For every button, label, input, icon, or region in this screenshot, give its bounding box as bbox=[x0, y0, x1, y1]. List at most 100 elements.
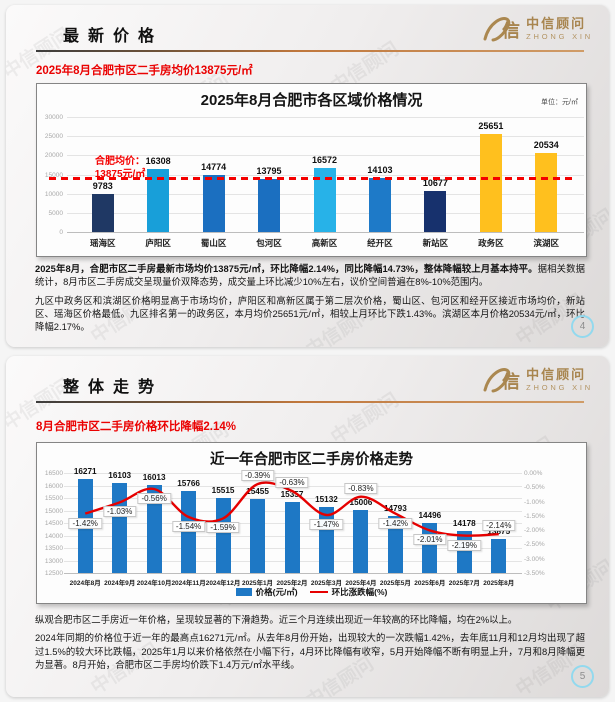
x-axis-line bbox=[67, 232, 584, 233]
left-axis-tick-label: 15000 bbox=[44, 507, 63, 515]
paragraph: 九区中政务区和滨湖区价格明显高于市场均价，庐阳区和高新区属于第二层次价格，蜀山区… bbox=[35, 294, 585, 333]
mom-change-legend-swatch bbox=[309, 590, 328, 594]
x-axis-category-label: 2024年9月 bbox=[104, 580, 136, 587]
x-axis-category-label: 新站区 bbox=[422, 238, 449, 248]
line-point-label: -0.83% bbox=[344, 482, 378, 494]
page-number: 5 bbox=[571, 665, 594, 688]
legend-item-mom-change: 环比涨跌幅(%) bbox=[309, 586, 388, 598]
line-point-label: -0.56% bbox=[137, 493, 171, 504]
average-price-line bbox=[49, 177, 576, 181]
y-axis-tick-label: 30000 bbox=[44, 114, 63, 121]
bar-value-label: 9783 bbox=[92, 181, 113, 192]
bar bbox=[318, 507, 334, 573]
right-axis-tick-label: -2.50% bbox=[524, 541, 545, 549]
brand-logo: 信 中信顾问 ZHONG XIN bbox=[481, 13, 593, 45]
bar-value-label: 10677 bbox=[422, 178, 448, 189]
x-axis-category-label: 2024年8月 bbox=[69, 580, 101, 587]
right-axis-tick-label: -1.00% bbox=[524, 498, 545, 506]
line-point-label: -1.42% bbox=[378, 517, 413, 529]
watermark: 中信顾问 bbox=[327, 389, 403, 449]
paragraph-rest: 据相关数据统计，8月市区二手房成交呈现量价双降态势，成交量上环比减少10%左右，… bbox=[35, 263, 585, 288]
x-axis-category-label: 2025年2月 bbox=[276, 580, 308, 587]
bar bbox=[422, 523, 438, 573]
x-axis-category-label: 2025年7月 bbox=[448, 580, 480, 587]
line-point-label: -1.59% bbox=[206, 522, 240, 534]
grid-line bbox=[67, 155, 584, 157]
slide-headline: 2025年8月合肥市区二手房均价13875元/㎡ bbox=[36, 65, 253, 77]
grid-line bbox=[67, 117, 584, 118]
right-axis-tick-label: 0.00% bbox=[524, 470, 543, 477]
brand-name: 中信顾问 bbox=[526, 16, 587, 32]
price-legend-swatch bbox=[235, 588, 252, 596]
slide-overall-trend: 中信顾问中信顾问中信顾问中信顾问中信顾问中信顾问中信顾问中信顾问中信顾问中信顾问… bbox=[6, 356, 609, 697]
bar bbox=[479, 133, 502, 232]
left-axis-tick-label: 13000 bbox=[44, 557, 63, 565]
brand-wordmark: 中信顾问 ZHONG XIN bbox=[526, 367, 593, 392]
x-axis-category-label: 2025年1月 bbox=[241, 580, 274, 587]
chart-unit-label: 单位：元/㎡ bbox=[541, 99, 578, 106]
right-axis-tick-label: -3.50% bbox=[524, 570, 545, 577]
y-axis-tick-label: 25000 bbox=[44, 133, 63, 141]
line-point-label: -2.14% bbox=[482, 520, 516, 532]
line-point-label: -1.03% bbox=[103, 506, 137, 518]
left-axis-tick-label: 15500 bbox=[44, 495, 63, 502]
paragraph: 纵观合肥市区二手房近一年价格，呈现较显著的下滑趋势。近三个月连续出现近一年较高的… bbox=[35, 614, 518, 625]
x-axis-category-label: 庐阳区 bbox=[145, 238, 171, 248]
left-axis-tick-label: 13500 bbox=[44, 545, 63, 552]
right-axis-tick-label: -2.00% bbox=[524, 527, 545, 535]
left-axis-tick-label: 14500 bbox=[44, 520, 63, 527]
line-point-label: -2.19% bbox=[447, 539, 481, 551]
x-axis-category-label: 经开区 bbox=[367, 238, 393, 248]
brand-logo: 信 中信顾问 ZHONG XIN bbox=[481, 364, 593, 396]
paragraph-bold-lead: 2025年8月，合肥市区二手房最新市场均价13875元/㎡，环比降幅2.14%，… bbox=[35, 263, 538, 274]
bar-value-label: 16103 bbox=[108, 470, 132, 480]
line-point-label: -1.54% bbox=[171, 521, 206, 532]
x-axis-category-label: 2024年12月 bbox=[205, 580, 241, 587]
right-axis-tick-label: -3.00% bbox=[524, 555, 545, 563]
bar bbox=[258, 179, 281, 232]
right-axis-tick-label: -0.50% bbox=[524, 484, 545, 492]
bar bbox=[368, 177, 391, 232]
bar bbox=[202, 175, 225, 232]
y-axis-tick-label: 20000 bbox=[44, 152, 63, 160]
bar-value-label: 16013 bbox=[142, 473, 166, 483]
bar bbox=[353, 510, 369, 573]
legend-label: 环比涨跌幅(%) bbox=[331, 587, 388, 597]
brand-name-en: ZHONG XIN bbox=[526, 382, 593, 392]
x-axis-category-label: 包河区 bbox=[256, 238, 282, 248]
slide-headline: 8月合肥市区二手房价格环比降幅2.14% bbox=[36, 421, 237, 433]
y-axis-tick-label: 10000 bbox=[44, 190, 63, 198]
bar-value-label: 14103 bbox=[367, 164, 393, 175]
x-axis-category-label: 2024年11月 bbox=[171, 580, 206, 587]
x-axis-category-label: 高新区 bbox=[311, 238, 338, 248]
bar-value-label: 16572 bbox=[311, 155, 338, 166]
average-price-label: 13875元/㎡ bbox=[94, 168, 146, 180]
header-rule bbox=[36, 50, 584, 52]
bar bbox=[535, 153, 558, 232]
analysis-text: 纵观合肥市区二手房近一年价格，呈现较显著的下滑趋势。近三个月连续出现近一年较高的… bbox=[35, 613, 585, 676]
bar bbox=[424, 191, 447, 232]
bar bbox=[284, 501, 300, 573]
line-point-label: -0.63% bbox=[275, 477, 309, 488]
chart-title: 近一年合肥市区二手房价格走势 bbox=[210, 452, 413, 468]
bar-value-label: 13795 bbox=[256, 166, 282, 177]
brand-name-en: ZHONG XIN bbox=[526, 31, 593, 41]
line-point-label: -1.42% bbox=[68, 517, 102, 529]
x-axis-category-label: 政务区 bbox=[478, 238, 504, 248]
brand-name: 中信顾问 bbox=[526, 367, 587, 383]
bar bbox=[112, 482, 128, 573]
section-title: 最新价格 bbox=[63, 28, 164, 45]
x-axis-category-label: 2025年4月 bbox=[345, 580, 377, 587]
x-axis-category-label: 滨湖区 bbox=[533, 238, 560, 248]
zhongxin-logo-icon: 信 bbox=[483, 17, 520, 42]
section-title: 整体走势 bbox=[63, 379, 164, 396]
bar-value-label: 16271 bbox=[73, 466, 97, 476]
bar bbox=[491, 538, 507, 573]
yearly-trend-chart: 近一年合肥市区二手房价格走势 12500 13000 13500 14000 14500… bbox=[36, 442, 587, 604]
y-axis-tick-label: 15000 bbox=[44, 171, 63, 179]
left-axis-tick-label: 14000 bbox=[44, 532, 63, 540]
x-axis-category-label: 2025年5月 bbox=[379, 580, 411, 587]
left-axis-tick-label: 16500 bbox=[44, 470, 63, 477]
bar bbox=[250, 499, 266, 573]
x-axis-category-label: 2024年10月 bbox=[136, 580, 172, 587]
